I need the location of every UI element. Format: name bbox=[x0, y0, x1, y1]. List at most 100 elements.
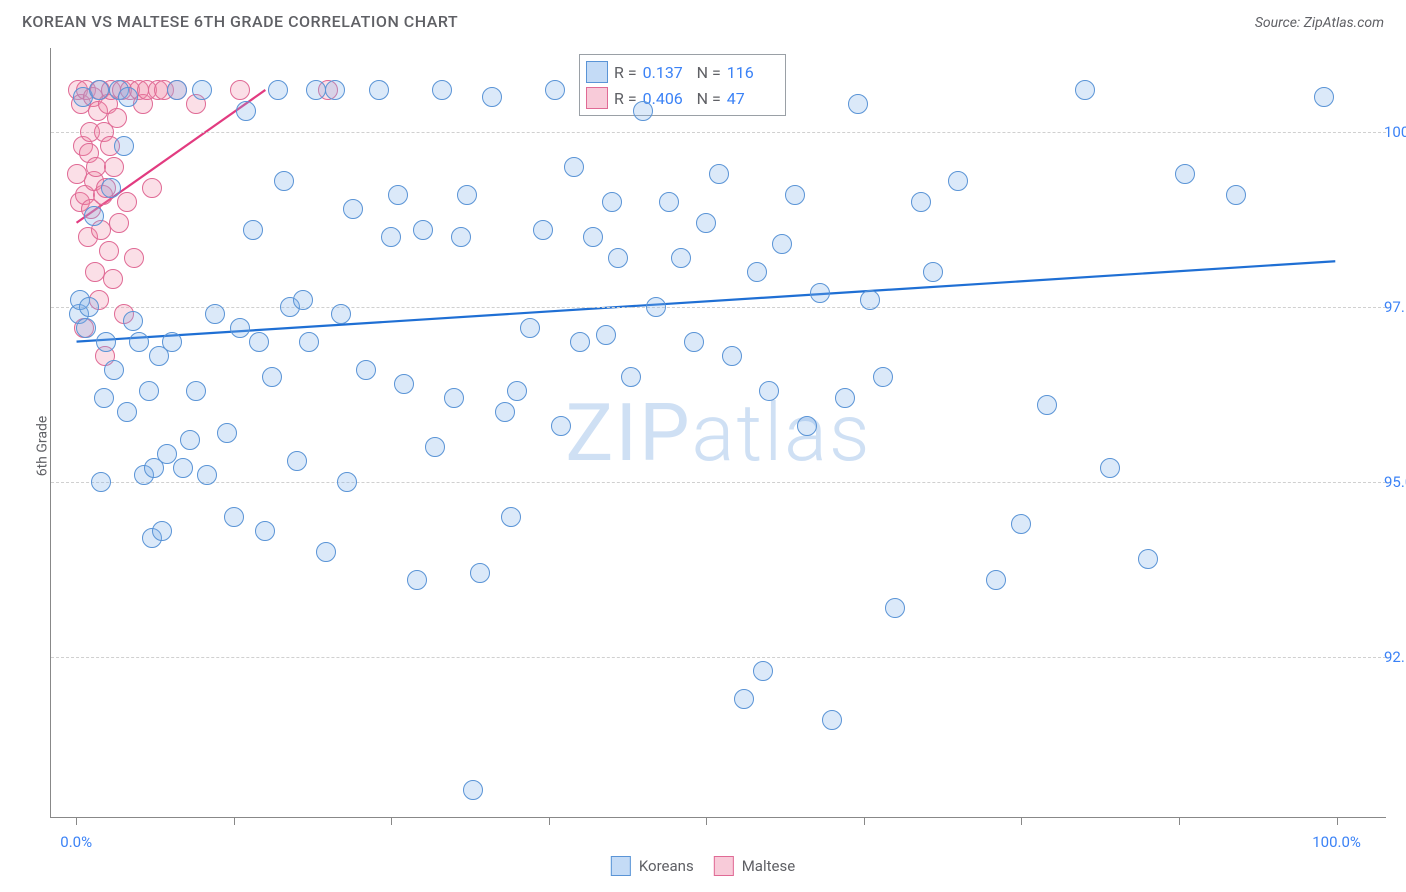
korean-point bbox=[602, 192, 622, 212]
maltese-point bbox=[103, 269, 123, 289]
korean-point bbox=[94, 388, 114, 408]
korean-point bbox=[287, 451, 307, 471]
korean-point bbox=[885, 598, 905, 618]
korean-point bbox=[583, 227, 603, 247]
korean-point bbox=[255, 521, 275, 541]
korean-point bbox=[243, 220, 263, 240]
korean-point bbox=[564, 157, 584, 177]
maltese-point bbox=[142, 178, 162, 198]
korean-point bbox=[123, 311, 143, 331]
korean-point bbox=[1100, 458, 1120, 478]
korean-point bbox=[205, 304, 225, 324]
korean-point bbox=[596, 325, 616, 345]
korean-point bbox=[432, 80, 452, 100]
correlation-row: R =0.406N =47 bbox=[586, 85, 775, 111]
korean-point bbox=[1075, 80, 1095, 100]
r-label: R = bbox=[614, 89, 637, 108]
correlation-row: R =0.137N =116 bbox=[586, 59, 775, 85]
series-swatch bbox=[586, 61, 608, 83]
korean-point bbox=[180, 430, 200, 450]
korean-point bbox=[197, 465, 217, 485]
legend-swatch bbox=[611, 856, 631, 876]
korean-point bbox=[551, 416, 571, 436]
korean-point bbox=[230, 318, 250, 338]
korean-point bbox=[381, 227, 401, 247]
korean-point bbox=[507, 381, 527, 401]
korean-point bbox=[444, 388, 464, 408]
korean-point bbox=[331, 304, 351, 324]
korean-point bbox=[425, 437, 445, 457]
korean-point bbox=[470, 563, 490, 583]
maltese-point bbox=[124, 248, 144, 268]
korean-point bbox=[684, 332, 704, 352]
source-label: Source: ZipAtlas.com bbox=[1255, 15, 1384, 31]
korean-point bbox=[451, 227, 471, 247]
korean-point bbox=[157, 444, 177, 464]
korean-point bbox=[785, 185, 805, 205]
legend-item: Koreans bbox=[611, 856, 694, 876]
korean-point bbox=[520, 318, 540, 338]
korean-point bbox=[173, 458, 193, 478]
korean-point bbox=[1138, 549, 1158, 569]
korean-point bbox=[369, 80, 389, 100]
n-label: N = bbox=[697, 89, 721, 108]
korean-point bbox=[848, 94, 868, 114]
n-value: 47 bbox=[727, 89, 775, 108]
korean-point bbox=[1314, 87, 1334, 107]
watermark-text-a: ZIP bbox=[565, 386, 691, 480]
korean-point bbox=[316, 542, 336, 562]
x-tick-label: 0.0% bbox=[60, 833, 92, 851]
y-tick-label: 97.5% bbox=[1378, 298, 1406, 316]
korean-point bbox=[772, 234, 792, 254]
korean-point bbox=[79, 297, 99, 317]
korean-point bbox=[96, 332, 116, 352]
x-tick bbox=[391, 817, 392, 825]
korean-point bbox=[76, 318, 96, 338]
korean-point bbox=[1011, 514, 1031, 534]
korean-point bbox=[659, 192, 679, 212]
korean-point bbox=[262, 367, 282, 387]
korean-point bbox=[753, 661, 773, 681]
bottom-legend: KoreansMaltese bbox=[611, 856, 795, 876]
korean-point bbox=[89, 80, 109, 100]
x-tick bbox=[1021, 817, 1022, 825]
n-label: N = bbox=[697, 63, 721, 82]
korean-point bbox=[117, 402, 137, 422]
korean-point bbox=[236, 101, 256, 121]
korean-point bbox=[356, 360, 376, 380]
korean-point bbox=[911, 192, 931, 212]
korean-point bbox=[249, 332, 269, 352]
korean-point bbox=[810, 283, 830, 303]
korean-point bbox=[463, 780, 483, 800]
gridline bbox=[51, 482, 1386, 483]
korean-point bbox=[986, 570, 1006, 590]
korean-point bbox=[104, 360, 124, 380]
korean-point bbox=[797, 416, 817, 436]
korean-point bbox=[696, 213, 716, 233]
x-tick bbox=[706, 817, 707, 825]
korean-point bbox=[759, 381, 779, 401]
korean-point bbox=[860, 290, 880, 310]
y-axis-label: 6th Grade bbox=[34, 416, 50, 477]
trend-line bbox=[77, 261, 1336, 341]
x-tick bbox=[1179, 817, 1180, 825]
korean-point bbox=[948, 171, 968, 191]
korean-point bbox=[923, 262, 943, 282]
legend-label: Koreans bbox=[639, 857, 694, 875]
korean-point bbox=[293, 290, 313, 310]
maltese-point bbox=[109, 213, 129, 233]
y-tick-label: 100.0% bbox=[1378, 123, 1406, 141]
correlation-box: R =0.137N =116R =0.406N =47 bbox=[579, 54, 786, 116]
x-tick bbox=[234, 817, 235, 825]
korean-point bbox=[129, 332, 149, 352]
korean-point bbox=[671, 248, 691, 268]
korean-point bbox=[835, 388, 855, 408]
series-swatch bbox=[586, 87, 608, 109]
korean-point bbox=[482, 87, 502, 107]
korean-point bbox=[822, 710, 842, 730]
korean-point bbox=[407, 570, 427, 590]
korean-point bbox=[1226, 185, 1246, 205]
korean-point bbox=[873, 367, 893, 387]
maltese-point bbox=[107, 108, 127, 128]
gridline bbox=[51, 132, 1386, 133]
